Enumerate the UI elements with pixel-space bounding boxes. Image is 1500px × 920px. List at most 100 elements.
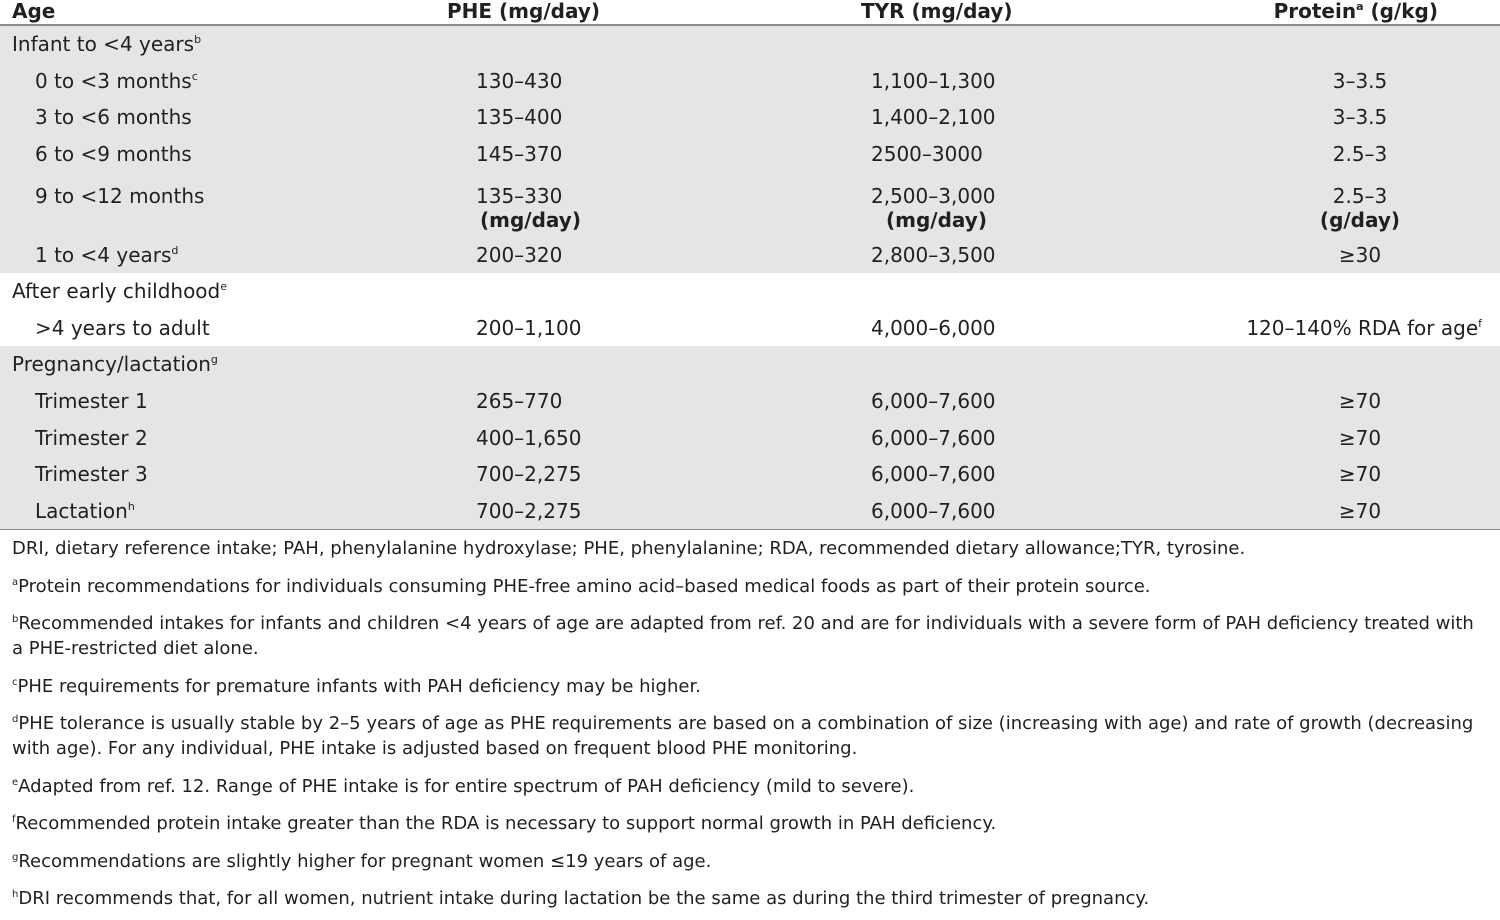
protein-text: 120–140% RDA for age [1246,315,1479,340]
header-phe: PHE (mg/day) [330,0,735,26]
tyr-cell: 2500–3000 [871,142,983,167]
footnote-text: Recommended intakes for infants and chil… [12,613,1474,659]
table-row: 6 to <9 months 145–370 2500–3000 2.5–3 [0,135,1500,173]
table-row: 3 to <6 months 135–400 1,400–2,100 3–3.5 [0,99,1500,136]
phe-cell: 130–430 [476,68,563,93]
protein-cell: ≥70 [1338,389,1382,414]
protein-cell: 2.5–3 [1332,142,1388,167]
group-preg-text: Pregnancy/lactation [12,352,211,377]
phe-cell: 135–330 [476,184,563,209]
phe-cell: 200–1,100 [476,315,582,340]
footnote-f: fRecommended protein intake greater than… [12,807,1490,836]
footnote-text: Recommendations are slightly higher for … [18,850,712,872]
table-row: 1 to <4 yearsd 200–320 2,800–3,500 ≥30 [0,236,1500,273]
protein-cell: ≥70 [1140,492,1500,531]
age-cell: Trimester 3 [35,462,148,487]
footnote-text: Protein recommendations for individuals … [18,575,1151,597]
footnote-text: PHE requirements for premature infants w… [17,675,701,697]
protein-cell: 2.5–3 [1332,184,1388,209]
protein-unit: (g/day) [1319,208,1401,233]
age-text: 0 to <3 months [35,68,192,93]
group-row-preg: Pregnancy/lactationg [0,346,1500,383]
age-cell: 0 to <3 monthsc [0,63,330,100]
header-protein: Proteina (g/kg) [1140,0,1500,26]
phe-unit: (mg/day) [480,208,581,233]
table-row: Trimester 3 700–2,275 6,000–7,600 ≥70 [0,455,1500,493]
footnote-mark: g [210,353,218,367]
protein-cell: ≥70 [1338,462,1382,487]
footnote-mark: h [127,499,135,513]
table-footnotes: DRI, dietary reference intake; PAH, phen… [12,536,1490,920]
table-row: 0 to <3 monthsc 130–430 1,100–1,300 3–3.… [0,62,1500,100]
tyr-cell: 6,000–7,600 [735,492,1140,531]
header-tyr: TYR (mg/day) [735,0,1140,26]
age-cell: 9 to <12 months [35,184,205,209]
protein-cell: 3–3.5 [1332,105,1388,130]
protein-cell: ≥70 [1338,425,1382,450]
table-row: 9 to <12 months 135–330 2,500–3,000 2.5–… [0,172,1500,209]
age-cell: Trimester 1 [35,389,148,414]
protein-cell: ≥30 [1338,242,1382,267]
group-row-early: After early childhoode [0,273,1500,310]
footnote-a: aProtein recommendations for individuals… [12,570,1490,599]
tyr-unit: (mg/day) [886,208,987,233]
footnote-mark: b [194,33,202,47]
header-protein-mark: a [1356,0,1364,13]
group-row-infant: Infant to <4 yearsb [0,25,1500,63]
footnote-mark: f [1478,316,1482,330]
footnote-mark: c [12,676,18,688]
age-cell: 3 to <6 months [35,105,192,130]
footnote-mark: e [12,776,19,788]
phe-cell: 200–320 [476,242,563,267]
phe-cell: 400–1,650 [476,425,582,450]
group-label: After early childhoode [0,273,1500,310]
tyr-cell: 2,800–3,500 [871,242,996,267]
footnote-mark: e [220,280,228,294]
footnote-mark: a [12,576,19,588]
tyr-cell: 2,500–3,000 [871,184,996,209]
phe-cell: 700–2,275 [476,462,582,487]
table-header-row: Age PHE (mg/day) TYR (mg/day) Proteina (… [0,0,1500,26]
footnote-mark: d [171,243,179,257]
footnote-c: cPHE requirements for premature infants … [12,670,1490,699]
footnote-text: Recommended protein intake greater than … [15,813,997,834]
tyr-cell: 1,400–2,100 [871,105,996,130]
tyr-cell: 6,000–7,600 [871,462,996,487]
age-cell: >4 years to adult [35,315,210,340]
age-cell: 6 to <9 months [35,142,192,167]
table-row: Trimester 1 265–770 6,000–7,600 ≥70 [0,382,1500,420]
group-label: Pregnancy/lactationg [0,346,1500,383]
footnote-text: Adapted from ref. 12. Range of PHE intak… [18,775,915,797]
footnote-text: DRI recommends that, for all women, nutr… [18,888,1150,909]
phe-cell: 135–400 [476,105,563,130]
footnote-text: PHE tolerance is usually stable by 2–5 y… [12,713,1474,759]
header-protein-label: Protein [1273,0,1357,23]
age-cell: Lactationh [0,492,330,531]
tyr-cell: 4,000–6,000 [871,315,996,340]
table-row: >4 years to adult 200–1,100 4,000–6,000 … [0,310,1500,347]
age-cell: Trimester 2 [35,425,148,450]
group-early-text: After early childhood [12,279,221,304]
group-infant-text: Infant to <4 years [12,32,195,57]
footnote-mark: g [12,851,19,863]
phe-cell: 700–2,275 [330,492,735,531]
age-cell: 1 to <4 yearsd [0,236,330,273]
footnote-mark: c [191,69,198,83]
footnote-mark: f [12,814,16,825]
footnote-b: bRecommended intakes for infants and chi… [12,607,1490,661]
header-age: Age [0,0,330,26]
tyr-cell: 6,000–7,600 [871,389,996,414]
footnote-h: hDRI recommends that, for all women, nut… [12,882,1490,911]
tyr-cell: 6,000–7,600 [871,425,996,450]
unit-row: (mg/day) (mg/day) (g/day) [0,208,1500,237]
footnote-g: gRecommendations are slightly higher for… [12,845,1490,874]
tyr-cell: 1,100–1,300 [871,68,996,93]
footnote-mark: d [12,714,19,725]
footnote-mark: b [12,614,19,625]
footnote-d: dPHE tolerance is usually stable by 2–5 … [12,707,1490,761]
table-row: Lactationh 700–2,275 6,000–7,600 ≥70 [0,492,1500,531]
protein-cell: 120–140% RDA for agef [1140,310,1500,347]
phe-intake-table: Age PHE (mg/day) TYR (mg/day) Proteina (… [0,0,1500,531]
age-cell-empty [0,208,330,236]
